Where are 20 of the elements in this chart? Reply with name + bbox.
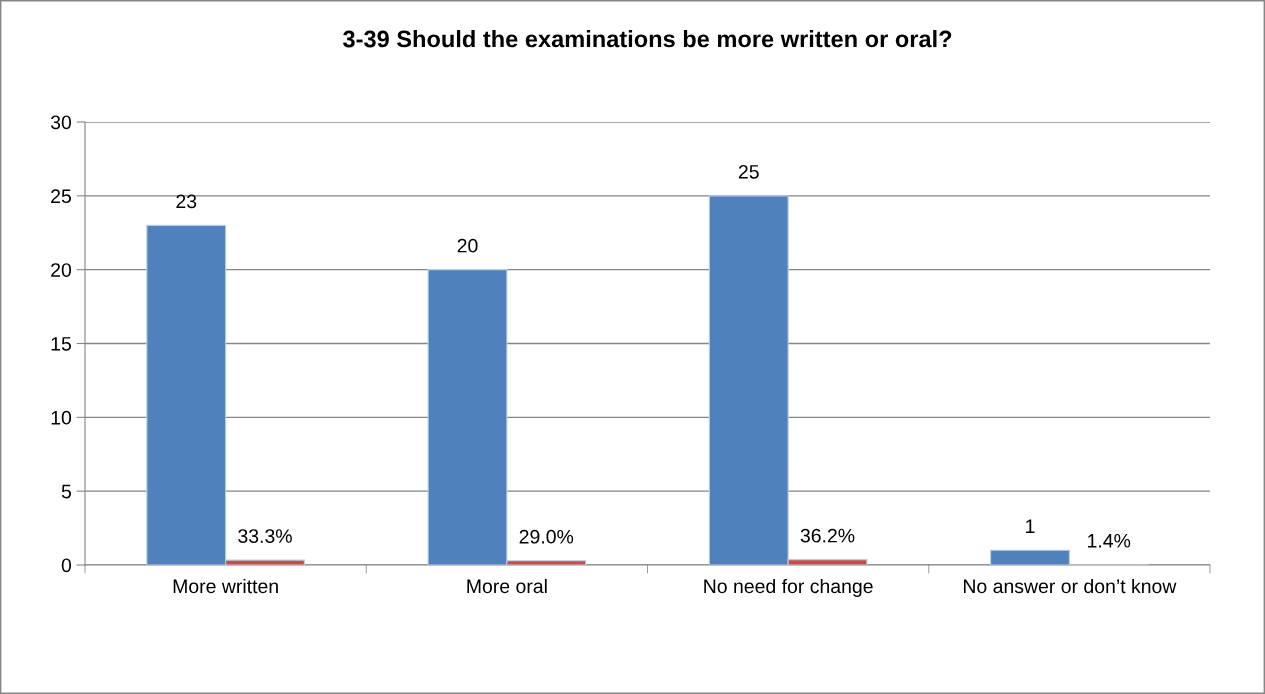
data-label: 1.4%: [1088, 533, 1131, 548]
data-label: 23: [176, 194, 197, 209]
y-tick-label: 5: [61, 484, 71, 499]
y-tick-label: 10: [51, 410, 72, 425]
chart-title: 3-39 Should the examinations be more written or oral?: [343, 30, 952, 48]
x-tick-label: No answer or don’t know: [963, 578, 1177, 594]
x-tick-label: More written: [173, 578, 278, 594]
data-label: 33.3%: [238, 529, 292, 543]
y-tick-label: 20: [51, 263, 72, 277]
x-tick-label: No need for change: [704, 578, 873, 598]
x-tick-label: More oral: [467, 578, 547, 594]
y-tick-label: 30: [50, 115, 72, 130]
data-label: 20: [457, 238, 478, 253]
data-label: 36.2%: [800, 528, 855, 543]
data-label: 25: [738, 164, 759, 179]
data-label: 29.0%: [519, 529, 574, 544]
y-tick-label: 25: [51, 189, 71, 204]
data-label: 1: [1026, 519, 1035, 533]
y-tick-label: 0: [61, 558, 72, 573]
y-tick-label: 15: [51, 337, 71, 351]
